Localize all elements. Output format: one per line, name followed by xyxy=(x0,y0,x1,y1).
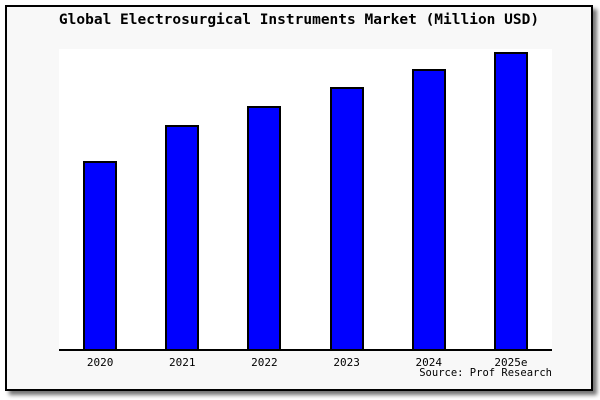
x-axis-labels: 2020 2021 2022 2023 2024 2025e xyxy=(7,356,591,372)
bar-2023 xyxy=(329,87,364,349)
x-tick-label-2022: 2022 xyxy=(251,356,278,369)
bar-2021 xyxy=(165,125,200,349)
chart-title: Global Electrosurgical Instruments Marke… xyxy=(58,12,540,28)
bar-2025e xyxy=(493,52,528,349)
x-tick-label-2021: 2021 xyxy=(169,356,196,369)
chart-frame: Global Electrosurgical Instruments Marke… xyxy=(5,5,593,391)
x-tick-label-2020: 2020 xyxy=(86,356,114,369)
bar-2024 xyxy=(411,69,446,349)
x-tick-label-2023: 2023 xyxy=(333,356,360,369)
bar-2020 xyxy=(83,161,118,349)
source-credit: Source: Prof Research xyxy=(419,367,552,379)
plot-area xyxy=(59,49,552,351)
bar-2022 xyxy=(247,106,282,349)
x-tick-label-2025e: 2025e xyxy=(494,356,528,369)
x-tick-label-2024: 2024 xyxy=(415,356,443,369)
